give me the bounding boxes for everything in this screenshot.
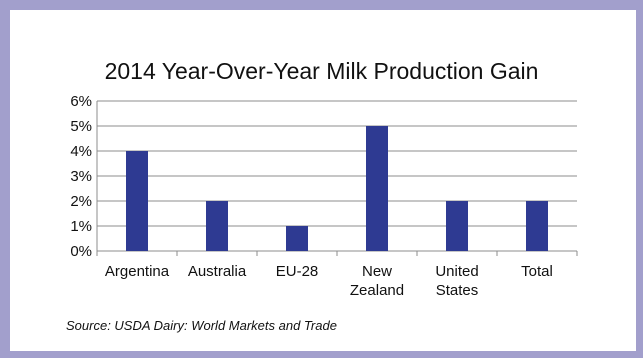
bar	[366, 126, 388, 251]
y-tick-label: 1%	[70, 218, 92, 235]
x-tick-label: States	[436, 282, 479, 299]
bar	[126, 151, 148, 251]
x-tick-label: New	[362, 263, 392, 280]
bar	[206, 201, 228, 251]
y-tick-label: 6%	[70, 93, 92, 110]
x-tick-label: EU-28	[276, 263, 319, 280]
y-tick-label: 4%	[70, 143, 92, 160]
bar	[446, 201, 468, 251]
x-tick-label: Zealand	[350, 282, 404, 299]
x-tick-label: United	[435, 263, 478, 280]
x-tick-label: Argentina	[105, 263, 170, 280]
bar	[286, 226, 308, 251]
chart-title: 2014 Year-Over-Year Milk Production Gain	[104, 58, 539, 84]
x-tick-label: Australia	[188, 263, 247, 280]
y-tick-label: 2%	[70, 193, 92, 210]
y-tick-label: 0%	[70, 243, 92, 260]
y-tick-label: 3%	[70, 168, 92, 185]
x-tick-label: Total	[521, 263, 553, 280]
y-tick-label: 5%	[70, 118, 92, 135]
bar	[526, 201, 548, 251]
source-note: Source: USDA Dairy: World Markets and Tr…	[66, 318, 337, 333]
